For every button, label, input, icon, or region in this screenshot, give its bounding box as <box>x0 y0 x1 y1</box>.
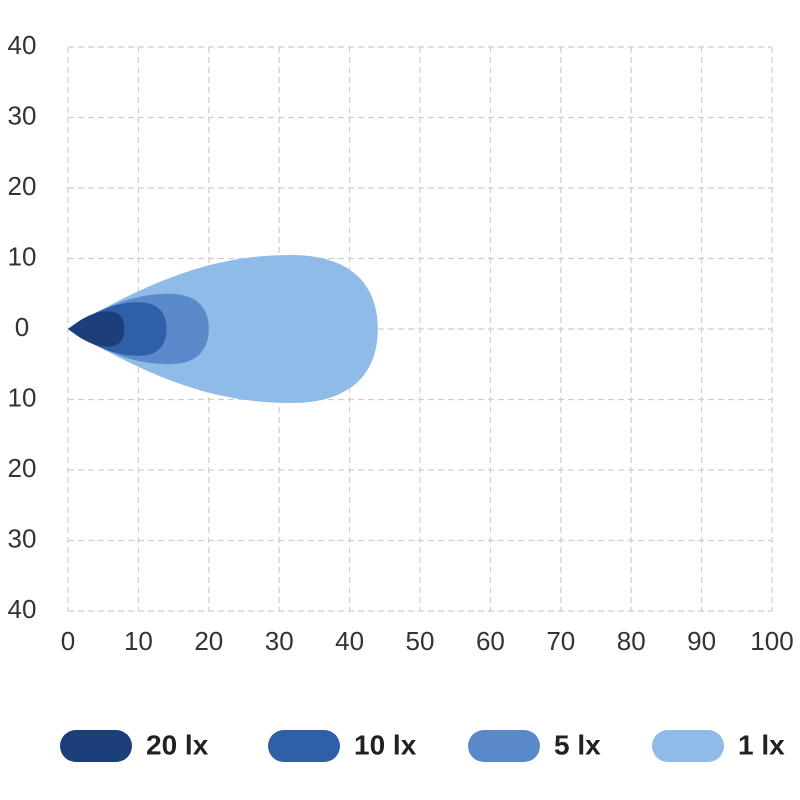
legend-swatch <box>60 730 132 762</box>
legend-label: 20 lx <box>146 729 209 760</box>
beam-contour <box>68 254 378 404</box>
x-tick-label: 90 <box>687 626 716 656</box>
legend-swatch <box>468 730 540 762</box>
legend-swatch <box>652 730 724 762</box>
y-tick-label: 10 <box>8 241 37 271</box>
legend-label: 5 lx <box>554 729 601 760</box>
x-tick-label: 70 <box>546 626 575 656</box>
y-tick-label: 10 <box>8 382 37 412</box>
x-tick-label: 40 <box>335 626 364 656</box>
beam-contour <box>68 311 125 347</box>
y-tick-label: 40 <box>8 594 37 624</box>
x-tick-label: 60 <box>476 626 505 656</box>
y-tick-label: 30 <box>8 523 37 553</box>
x-tick-label: 50 <box>406 626 435 656</box>
y-tick-label: 20 <box>8 171 37 201</box>
y-tick-label: 40 <box>8 30 37 60</box>
legend-swatch <box>268 730 340 762</box>
legend-label: 1 lx <box>738 729 785 760</box>
x-tick-label: 100 <box>750 626 793 656</box>
x-tick-label: 80 <box>617 626 646 656</box>
legend-label: 10 lx <box>354 729 417 760</box>
x-tick-label: 20 <box>194 626 223 656</box>
x-tick-label: 30 <box>265 626 294 656</box>
x-tick-label: 10 <box>124 626 153 656</box>
y-tick-label: 0 <box>15 312 29 342</box>
y-tick-label: 20 <box>8 453 37 483</box>
y-tick-label: 30 <box>8 100 37 130</box>
x-tick-label: 0 <box>61 626 75 656</box>
